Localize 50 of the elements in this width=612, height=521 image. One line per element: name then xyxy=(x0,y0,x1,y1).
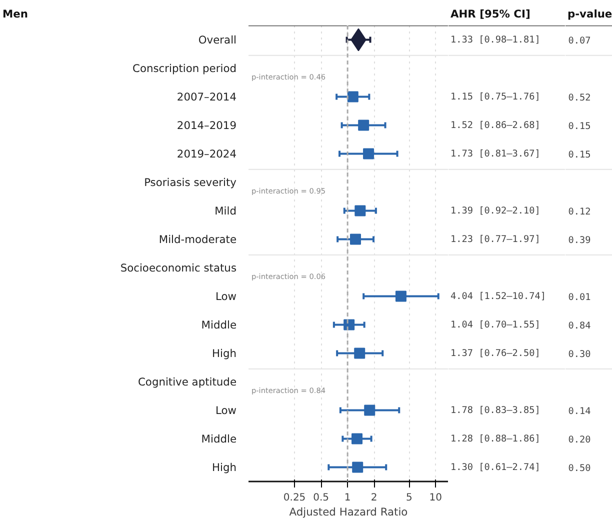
text: 0.20 xyxy=(568,434,592,446)
y-tick-label: Mild xyxy=(214,204,237,218)
text: 0.39 xyxy=(568,234,591,246)
text: 1.52 [0.86–2.68] xyxy=(450,120,540,131)
text: 1.28 [0.88–1.86] xyxy=(450,433,540,444)
x-tick-label: 10 xyxy=(429,492,442,504)
text: 1.23 [0.77–1.97] xyxy=(450,234,540,245)
text: 0.14 xyxy=(568,406,592,417)
text: 1.04 [0.70–1.55] xyxy=(450,319,540,330)
y-tick-label: Mild-moderate xyxy=(158,232,237,246)
y-tick-label: Socioeconomic status xyxy=(120,261,237,274)
y-tick-label: 2014–2019 xyxy=(176,118,237,132)
y-tick-label: Middle xyxy=(201,432,237,446)
text: 0.30 xyxy=(568,348,592,360)
text: 0.84 xyxy=(568,320,592,332)
y-tick-label: Low xyxy=(216,290,237,303)
x-tick-label: 0.25 xyxy=(283,492,306,504)
text: 1.15 [0.75–1.76] xyxy=(450,91,540,102)
y-tick-label: Middle xyxy=(201,318,237,332)
y-tick-label: Low xyxy=(216,404,237,417)
y-tick-label: Psoriasis severity xyxy=(144,176,237,189)
text: 0.01 xyxy=(568,292,591,303)
y-tick-label: Overall xyxy=(198,33,237,46)
text: Men xyxy=(2,8,28,20)
x-tick-label: 0.5 xyxy=(313,492,330,504)
y-tick-label: Cognitive aptitude xyxy=(138,375,237,388)
x-tick-label: 1 xyxy=(344,492,351,504)
x-tick-label: 2 xyxy=(370,492,378,504)
text: 1.33 [0.98–1.81] xyxy=(450,34,540,46)
y-tick-label: 2019–2024 xyxy=(176,147,237,160)
x-axis-title: Adjusted Hazard Ratio xyxy=(289,506,408,518)
text: 0.07 xyxy=(568,35,591,46)
y-tick-label: High xyxy=(212,460,237,474)
text: AHR [95% CI] xyxy=(450,8,530,20)
text: 0.52 xyxy=(568,92,591,104)
text: 0.12 xyxy=(568,206,591,218)
text: 1.37 [0.76–2.50] xyxy=(450,348,540,359)
text: 1.39 [0.92–2.10] xyxy=(450,205,540,216)
y-tick-label: High xyxy=(212,346,237,360)
y-tick-label: 2007–2014 xyxy=(176,90,237,104)
text: p-value xyxy=(568,8,612,20)
text: 0.50 xyxy=(568,462,592,474)
text: 1.78 [0.83–3.85] xyxy=(450,404,540,416)
y-tick-label: Conscription period xyxy=(132,62,237,75)
text: 1.30 [0.61–2.74] xyxy=(450,462,540,473)
text: 0.15 xyxy=(568,120,591,132)
x-tick-label: 5 xyxy=(406,492,412,504)
text: 4.04 [1.52–10.74] xyxy=(450,290,546,302)
text: 1.73 [0.81–3.67] xyxy=(450,148,540,160)
text: 0.15 xyxy=(568,149,591,160)
